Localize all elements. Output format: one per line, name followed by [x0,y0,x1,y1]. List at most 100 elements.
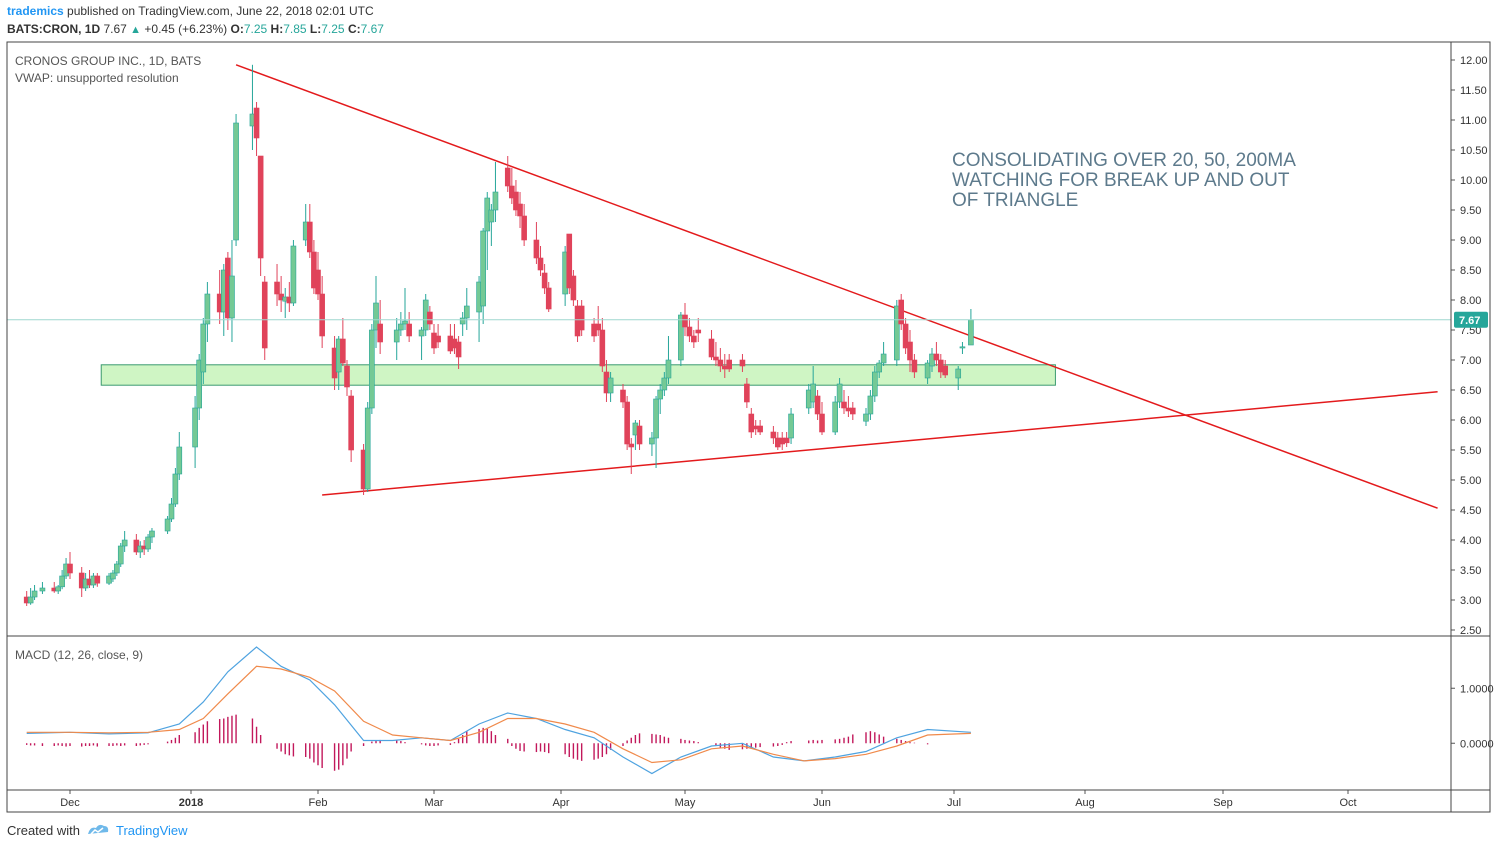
time-tick-label: Oct [1339,797,1356,809]
symbol-info-line: BATS:CRON, 1D 7.67 ▲ +0.45 (+6.23%) O:7.… [7,22,384,36]
candle-body [959,346,966,349]
candle-body [196,359,202,409]
candle-body [393,329,400,343]
candle-body [770,431,777,439]
publisher-username[interactable]: trademics [7,4,64,18]
candle-body [117,545,124,565]
macd-pane: 1.0000 0.0000 [25,646,1494,775]
candle-body [653,398,659,439]
candle-body [788,413,794,439]
price-tick-label: 10.50 [1460,145,1488,157]
candle-body [620,389,626,403]
time-tick-label: Aug [1075,797,1095,809]
price-tick-label: 9.50 [1460,205,1481,217]
candle-body [435,335,441,343]
candle-body [513,191,519,211]
candle-body [67,563,73,574]
up-triangle-icon: ▲ [130,24,142,36]
time-tick-label: Feb [309,797,328,809]
close-label: C: [347,22,361,36]
candle-body [488,209,495,223]
candle-body [691,335,697,343]
candle-body [902,323,909,349]
candle-body [713,356,719,361]
price-tick-label: 7.00 [1460,355,1481,367]
candle-body [541,272,548,289]
tradingview-logo-icon[interactable] [86,822,110,839]
price-tick-label: 11.00 [1460,115,1487,127]
candle-body [748,413,755,433]
candle-body [814,395,821,415]
candles [23,64,974,606]
price-tick-label: 2.50 [1460,625,1481,637]
candle-body [836,383,843,403]
candle-body [344,365,350,388]
time-tick-label: Apr [552,797,569,809]
candle-body [911,359,918,373]
price-tick-label: 12.00 [1460,55,1488,67]
price-tick-label: 3.50 [1460,565,1481,577]
candle-body [504,167,511,187]
price-tick-label: 5.00 [1460,475,1481,487]
candle-body [455,341,462,358]
candle-body [257,155,264,259]
annotation-line[interactable]: OF TRIANGLE [952,190,1078,211]
trendline-upper[interactable] [235,64,1438,509]
annotation-line[interactable]: CONSOLIDATING OVER 20, 50, 200MA [952,150,1296,171]
candle-body [229,275,235,319]
candle-body [121,539,128,547]
candle-body [517,203,523,217]
signal-line [26,665,971,764]
price-tick-label: 6.00 [1460,415,1481,427]
candle-body [261,281,268,349]
annotation-text[interactable]: CONSOLIDATING OVER 20, 50, 200MAWATCHING… [952,150,1296,211]
chart-title: CRONOS GROUP INC., 1D, BATS [15,54,201,68]
candle-body [876,362,883,373]
candle-body [661,377,668,391]
trendlines[interactable] [235,64,1438,509]
candle-body [578,305,585,331]
tradingview-brand[interactable]: TradingView [115,823,188,838]
time-tick-label: Sep [1213,797,1233,809]
candle-body [907,341,913,361]
candle-body [898,299,905,325]
candle-body [233,122,239,241]
candle-body [665,359,672,379]
trendline-lower[interactable] [322,391,1438,496]
candle-body [893,305,900,361]
candle-body [717,359,724,367]
candle-body [871,371,878,397]
candle-body [114,563,120,574]
candle-body [480,230,486,307]
candle-body [968,319,974,346]
candle-body [200,323,207,373]
candle-body [31,590,38,598]
high-label: H: [270,22,284,36]
low-label: L: [309,22,322,36]
price-pane[interactable] [7,42,1451,636]
candle-body [94,575,101,584]
candle-body [59,575,65,588]
candle-body [172,473,179,505]
created-with-text: Created with [7,823,80,838]
candle-body [682,314,688,328]
candle-body [290,245,297,304]
candle-body [315,269,321,295]
candle-body [492,191,499,211]
candle-body [624,401,630,445]
last-price-badge [1454,311,1488,328]
annotation-line[interactable]: WATCHING FOR BREAK UP AND OUT [952,170,1290,191]
candle-body [340,338,346,364]
candle-body [849,407,856,415]
candle-body [636,425,643,445]
last-price-label: 7.67 [1459,315,1480,327]
candle-body [110,572,116,580]
candle-body [607,377,614,394]
candle-body [628,443,635,448]
candle-body [176,446,183,475]
candle-body [348,395,354,451]
candle-body [377,323,383,343]
macd-label: MACD (12, 26, close, 9) [15,648,143,662]
last-price: 7.67 [103,22,127,36]
